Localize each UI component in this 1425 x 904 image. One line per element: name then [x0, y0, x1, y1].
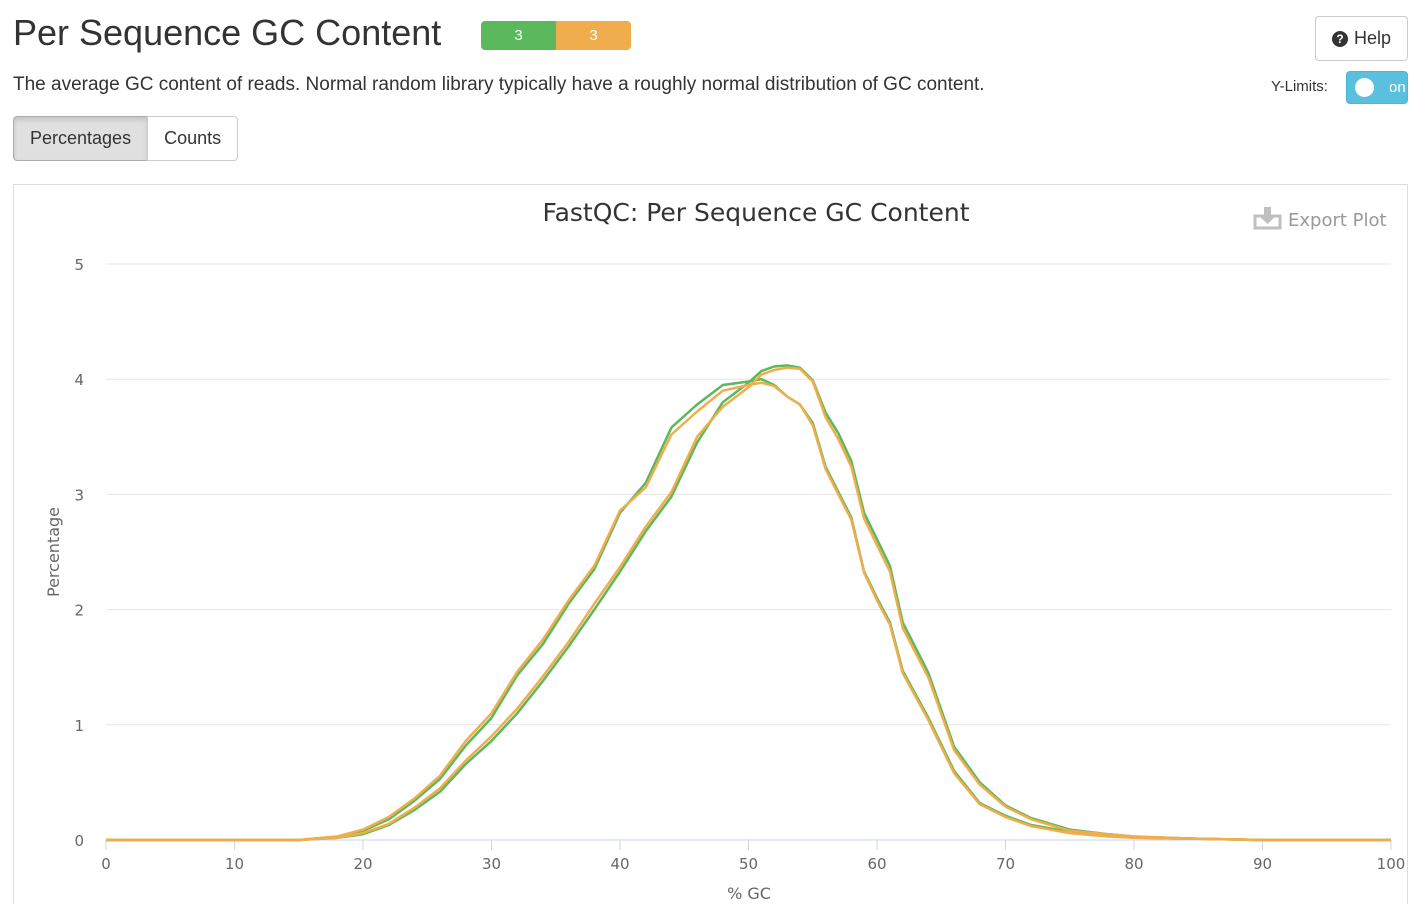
- x-tick-label: 40: [610, 855, 629, 873]
- status-pass-count[interactable]: 3: [481, 21, 556, 50]
- status-warn-count[interactable]: 3: [556, 21, 631, 50]
- x-axis: 0 10 20 30 40 50 60 70 80 90 100: [101, 839, 1406, 873]
- y-tick-label: 5: [74, 256, 84, 274]
- x-tick-label: 30: [482, 855, 501, 873]
- help-button[interactable]: ? Help: [1315, 16, 1408, 61]
- ylimits-label: Y-Limits:: [1271, 78, 1328, 95]
- y-tick-label: 3: [74, 486, 84, 504]
- page-title: Per Sequence GC Content: [13, 12, 442, 53]
- x-tick-label: 60: [867, 855, 886, 873]
- y-tick-label: 1: [74, 717, 84, 735]
- export-plot-label: Export Plot: [1288, 210, 1387, 231]
- y-tick-label: 2: [74, 602, 84, 620]
- series-line-3[interactable]: [106, 366, 1391, 842]
- x-tick-label: 10: [225, 855, 244, 873]
- series-lines: [106, 364, 1391, 842]
- x-tick-label: 80: [1124, 855, 1143, 873]
- help-button-label: Help: [1353, 28, 1392, 48]
- x-tick-label: 0: [101, 855, 111, 873]
- x-tick-label: 90: [1253, 855, 1272, 873]
- tab-counts[interactable]: Counts: [147, 116, 239, 161]
- status-progress-bar[interactable]: 3 3: [481, 21, 631, 50]
- plot-container: [13, 184, 1408, 904]
- x-axis-label: % GC: [727, 884, 771, 899]
- x-tick-label: 70: [996, 855, 1015, 873]
- ylimits-toggle-text: on: [1389, 79, 1406, 96]
- series-line-4[interactable]: [106, 381, 1391, 842]
- data-view-toggle: Percentages Counts: [13, 116, 239, 161]
- y-axis-ticks: 0 1 2 3 4 5: [74, 256, 84, 850]
- x-tick-label: 50: [739, 855, 758, 873]
- tab-percentages[interactable]: Percentages: [13, 116, 149, 161]
- grid-lines: [106, 263, 1391, 726]
- y-tick-label: 4: [74, 371, 84, 389]
- y-axis-label: Percentage: [44, 507, 63, 597]
- x-tick-label: 100: [1377, 855, 1406, 873]
- chart-title: FastQC: Per Sequence GC Content: [543, 198, 970, 227]
- ylimits-toggle[interactable]: on: [1346, 71, 1408, 104]
- download-icon: [1253, 207, 1282, 230]
- series-line-1[interactable]: [106, 364, 1391, 842]
- export-plot-button[interactable]: Export Plot: [1253, 207, 1387, 231]
- x-tick-label: 20: [353, 855, 372, 873]
- question-circle-icon: ?: [1331, 30, 1348, 47]
- y-tick-label: 0: [74, 832, 84, 850]
- section-description: The average GC content of reads. Normal …: [13, 74, 985, 95]
- toggle-knob: [1355, 78, 1374, 97]
